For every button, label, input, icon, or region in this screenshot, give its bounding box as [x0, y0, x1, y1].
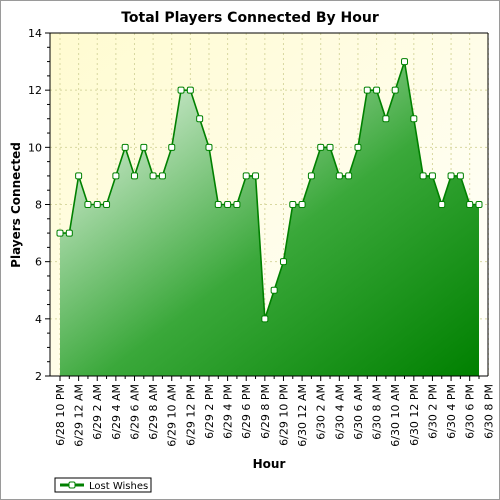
x-tick-label: 6/29 10 AM [166, 384, 179, 447]
data-point [196, 115, 204, 123]
data-points [56, 58, 483, 323]
series-line-lost-wishes [60, 61, 479, 320]
legend-swatch-marker [68, 481, 76, 489]
x-tick-label: 6/30 2 AM [315, 384, 328, 440]
data-point [298, 201, 306, 208]
data-point [224, 201, 232, 208]
x-tick-label: 6/29 8 PM [259, 384, 272, 439]
data-point [382, 115, 390, 123]
legend-label-lost-wishes: Lost Wishes [89, 481, 148, 492]
data-point [112, 172, 120, 180]
data-point [149, 172, 157, 180]
data-point [177, 86, 185, 94]
data-point [447, 172, 455, 180]
legend: Lost Wishes [54, 477, 152, 493]
data-point [140, 143, 148, 151]
x-tick-label: 6/29 4 AM [110, 384, 123, 440]
data-point [419, 172, 427, 180]
x-tick-label: 6/29 10 PM [277, 384, 290, 446]
data-point [438, 201, 446, 208]
data-point [475, 201, 483, 208]
y-tick-label: 14 [28, 27, 42, 40]
x-axis-title: Hour [253, 457, 286, 471]
x-tick-label: 6/29 4 PM [222, 384, 235, 439]
chart-title: Total Players Connected By Hour [121, 10, 379, 26]
data-point [205, 143, 213, 151]
data-point [335, 172, 343, 180]
y-tick-label: 6 [35, 256, 42, 269]
data-point [326, 143, 334, 151]
y-axis-title: Players Connected [9, 142, 23, 268]
axes [45, 32, 489, 381]
x-tick-label: 6/30 6 AM [352, 384, 365, 440]
data-point [168, 143, 176, 151]
data-point [428, 172, 436, 180]
x-tick-labels: 6/28 10 PM 6/29 12 AM 6/29 2 AM 6/29 4 AM 6/… [54, 384, 495, 447]
x-tick-label: 6/30 6 PM [464, 384, 477, 439]
data-point [363, 86, 371, 94]
data-point [84, 201, 92, 208]
x-tick-label: 6/30 8 AM [371, 384, 384, 440]
y-tick-label: 4 [35, 313, 42, 326]
x-tick-label: 6/29 2 PM [203, 384, 216, 439]
data-point [233, 201, 241, 208]
data-point [252, 172, 260, 180]
series-area-lost-wishes [60, 61, 479, 376]
data-point [214, 201, 222, 208]
x-tick-label: 6/29 6 AM [128, 384, 141, 440]
x-tick-label: 6/30 4 AM [333, 384, 346, 440]
data-point [121, 143, 129, 151]
data-point [317, 143, 325, 151]
data-point [242, 172, 250, 180]
data-point [354, 143, 362, 151]
data-point [401, 58, 409, 66]
x-tick-label: 6/29 8 AM [147, 384, 160, 440]
x-tick-label: 6/29 2 AM [91, 384, 104, 440]
data-point [130, 172, 138, 180]
y-tick-label: 12 [28, 84, 42, 97]
x-tick-label: 6/30 4 PM [445, 384, 458, 439]
data-point [391, 86, 399, 94]
x-tick-label: 6/30 8 PM [482, 384, 495, 439]
y-tick-label: 10 [28, 141, 42, 154]
data-point [373, 86, 381, 94]
y-tick-labels: 2 4 6 8 10 12 14 [28, 27, 42, 383]
y-tick-label: 8 [35, 199, 42, 212]
data-point [75, 172, 83, 180]
x-tick-label: 6/28 10 PM [54, 384, 67, 446]
x-tick-label: 6/30 2 PM [426, 384, 439, 439]
data-point [410, 115, 418, 123]
x-tick-label: 6/29 6 PM [240, 384, 253, 439]
data-point [279, 258, 287, 266]
data-point [466, 201, 474, 208]
data-point [456, 172, 464, 180]
data-point [261, 315, 269, 323]
data-point [93, 201, 101, 208]
data-point [270, 286, 278, 294]
data-point [65, 229, 73, 237]
data-point [186, 86, 194, 94]
x-tick-label: 6/30 12 PM [408, 384, 421, 446]
data-point [289, 201, 297, 208]
x-tick-label: 6/30 12 AM [296, 384, 309, 447]
data-point [56, 229, 64, 237]
data-point [345, 172, 353, 180]
x-tick-label: 6/29 12 AM [73, 384, 86, 447]
data-point [158, 172, 166, 180]
legend-box [54, 477, 152, 493]
data-point [103, 201, 111, 208]
x-tick-label: 6/29 12 PM [184, 384, 197, 446]
y-tick-label: 2 [35, 370, 42, 383]
x-tick-label: 6/30 10 AM [389, 384, 402, 447]
data-point [307, 172, 315, 180]
